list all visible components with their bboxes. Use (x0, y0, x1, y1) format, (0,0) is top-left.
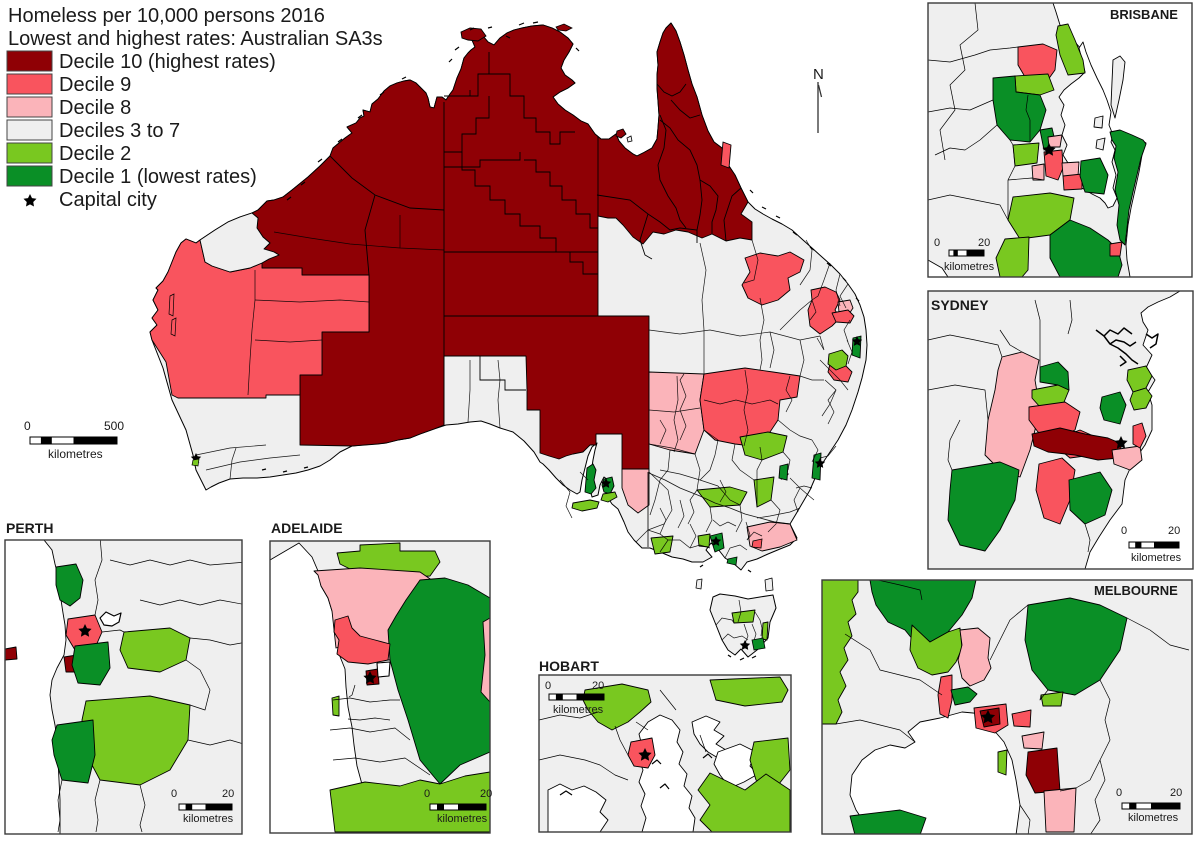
svg-text:Deciles 3 to 7: Deciles 3 to 7 (59, 120, 180, 142)
svg-text:Capital city: Capital city (59, 189, 157, 211)
svg-text:N: N (813, 66, 824, 83)
svg-text:500: 500 (104, 419, 124, 433)
svg-text:Decile 1 (lowest rates): Decile 1 (lowest rates) (59, 166, 257, 188)
svg-text:0: 0 (24, 419, 31, 433)
svg-text:PERTH: PERTH (6, 520, 53, 536)
svg-text:Homeless per 10,000 persons 20: Homeless per 10,000 persons 2016 (8, 5, 325, 27)
svg-text:0: 0 (171, 788, 177, 800)
svg-text:kilometres: kilometres (437, 813, 488, 825)
svg-text:kilometres: kilometres (1131, 552, 1182, 564)
svg-text:20: 20 (592, 680, 604, 692)
svg-text:20: 20 (480, 788, 492, 800)
svg-text:kilometres: kilometres (183, 813, 234, 825)
svg-text:20: 20 (222, 788, 234, 800)
svg-text:0: 0 (934, 237, 940, 249)
svg-text:kilometres: kilometres (48, 447, 103, 461)
svg-text:0: 0 (1121, 525, 1127, 537)
svg-text:Decile 10 (highest rates): Decile 10 (highest rates) (59, 51, 276, 73)
svg-text:kilometres: kilometres (1128, 812, 1179, 824)
svg-text:20: 20 (1168, 525, 1180, 537)
svg-text:MELBOURNE: MELBOURNE (1094, 583, 1178, 598)
svg-text:BRISBANE: BRISBANE (1110, 7, 1178, 22)
svg-text:kilometres: kilometres (944, 261, 995, 273)
svg-text:Decile 2: Decile 2 (59, 143, 131, 165)
svg-text:kilometres: kilometres (553, 704, 604, 716)
svg-text:0: 0 (1116, 787, 1122, 799)
svg-text:20: 20 (978, 237, 990, 249)
svg-text:ADELAIDE: ADELAIDE (271, 520, 343, 536)
svg-text:Decile 8: Decile 8 (59, 97, 131, 119)
svg-text:20: 20 (1170, 787, 1182, 799)
svg-text:0: 0 (424, 788, 430, 800)
svg-text:0: 0 (545, 680, 551, 692)
svg-text:Lowest and highest rates: Aust: Lowest and highest rates: Australian SA3… (8, 28, 383, 50)
svg-text:SYDNEY: SYDNEY (931, 297, 989, 313)
svg-text:HOBART: HOBART (539, 658, 599, 674)
svg-text:Decile 9: Decile 9 (59, 74, 131, 96)
